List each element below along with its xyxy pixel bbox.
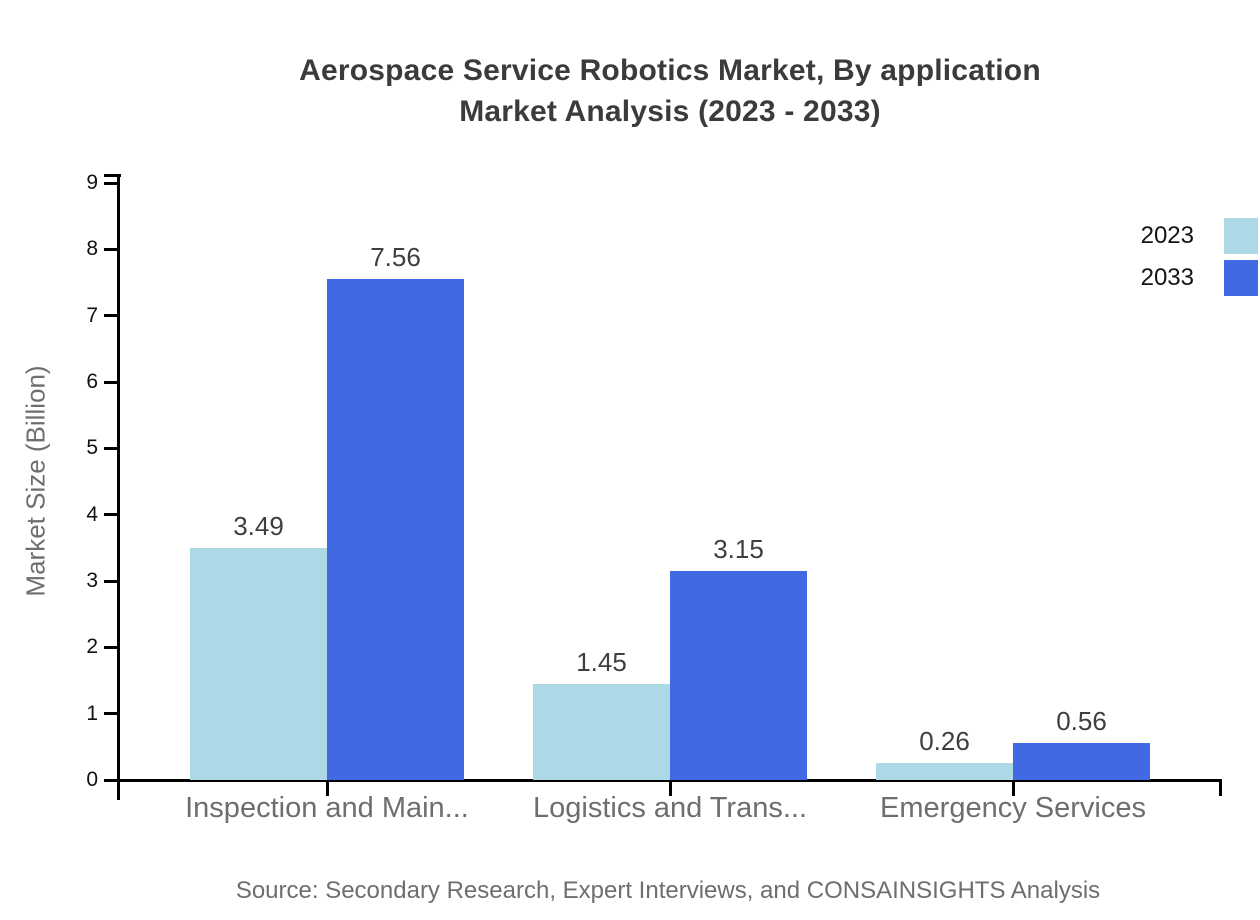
x-category-label: Emergency Services [880, 792, 1146, 824]
y-tick [104, 579, 118, 583]
bar-value-label: 7.56 [370, 241, 421, 272]
y-tick [104, 314, 118, 318]
bar [670, 571, 807, 780]
y-tick-label: 3 [86, 569, 98, 592]
y-tick-label: 9 [86, 171, 98, 194]
y-tick-label: 8 [86, 237, 98, 261]
bar [876, 762, 1013, 780]
bar-value-label: 3.15 [713, 534, 764, 565]
x-axis-line [118, 779, 1222, 782]
y-tick [104, 247, 118, 251]
legend-label: 2033 [1140, 264, 1194, 291]
legend-item: 2023 [1141, 218, 1258, 254]
y-tick [104, 778, 118, 782]
x-category-label: Logistics and Trans... [532, 792, 808, 824]
y-tick-label: 2 [86, 635, 98, 659]
y-tick-label: 1 [86, 701, 98, 725]
y-tick-label: 0 [86, 768, 98, 791]
chart-title-line2: Market Analysis (2023 - 2033) [459, 95, 881, 128]
legend-item: 2033 [1141, 260, 1258, 296]
y-axis-top-cap [104, 174, 121, 177]
x-category-label: Inspection and Main... [185, 792, 469, 824]
legend: 2023 2033 [1141, 218, 1258, 296]
y-tick [104, 380, 118, 384]
x-tick [1011, 782, 1015, 796]
bar [1013, 742, 1150, 780]
bar-value-label: 1.45 [576, 646, 627, 677]
legend-label: 2023 [1140, 222, 1194, 249]
bar [533, 683, 670, 780]
legend-swatch [1224, 260, 1258, 296]
bar-value-label: 3.49 [233, 511, 284, 542]
y-tick [104, 513, 118, 517]
y-axis-line [117, 174, 120, 800]
y-tick [104, 712, 118, 716]
x-axis-end-cap [1219, 779, 1222, 796]
chart-title-line1: Aerospace Service Robotics Market, By ap… [299, 54, 1041, 87]
chart-title: Aerospace Service Robotics Market, By ap… [80, 50, 1260, 132]
bar-value-label: 0.56 [1056, 705, 1107, 736]
source-note: Source: Secondary Research, Expert Inter… [235, 877, 1101, 904]
bar-value-label: 0.26 [919, 725, 970, 756]
y-tick-label: 6 [86, 370, 98, 393]
bar [327, 278, 464, 780]
legend-swatch [1224, 218, 1258, 254]
y-tick-label: 4 [86, 502, 98, 526]
bar [190, 548, 327, 780]
x-tick [668, 782, 672, 796]
y-tick [104, 181, 118, 185]
y-tick-label: 7 [86, 303, 98, 327]
x-tick [325, 782, 329, 796]
y-tick [104, 645, 118, 649]
y-tick-label: 5 [86, 436, 98, 460]
y-tick [104, 446, 118, 450]
